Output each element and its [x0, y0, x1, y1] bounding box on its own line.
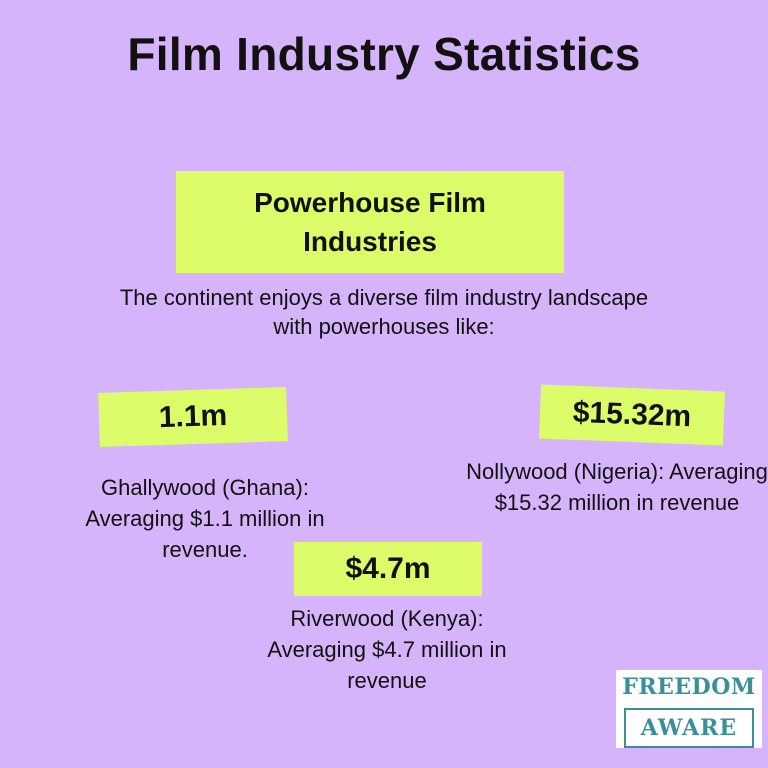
intro-text: The continent enjoys a diverse film indu…	[119, 285, 649, 339]
freedom-aware-logo: FREEDOM AWARE	[616, 670, 762, 748]
ghana-stat-value: 1.1m	[158, 398, 228, 435]
kenya-stat-box: $4.7m	[294, 542, 482, 596]
nigeria-stat-value: $15.32m	[572, 395, 692, 434]
ghana-stat-box: 1.1m	[98, 387, 288, 447]
page-title: Film Industry Statistics	[127, 28, 641, 80]
section-title: Powerhouse Film Industries	[254, 187, 486, 257]
section-title-box: Powerhouse Film Industries	[176, 171, 564, 273]
nigeria-description: Nollywood (Nigeria): Averaging $15.32 mi…	[466, 459, 768, 515]
logo-line-2: AWARE	[624, 708, 754, 748]
kenya-stat-value: $4.7m	[345, 552, 431, 585]
ghana-description: Ghallywood (Ghana): Averaging $1.1 milli…	[85, 475, 325, 562]
logo-line-1: FREEDOM	[622, 674, 756, 700]
nigeria-stat-box: $15.32m	[539, 384, 725, 446]
kenya-description: Riverwood (Kenya): Averaging $4.7 millio…	[267, 606, 507, 693]
